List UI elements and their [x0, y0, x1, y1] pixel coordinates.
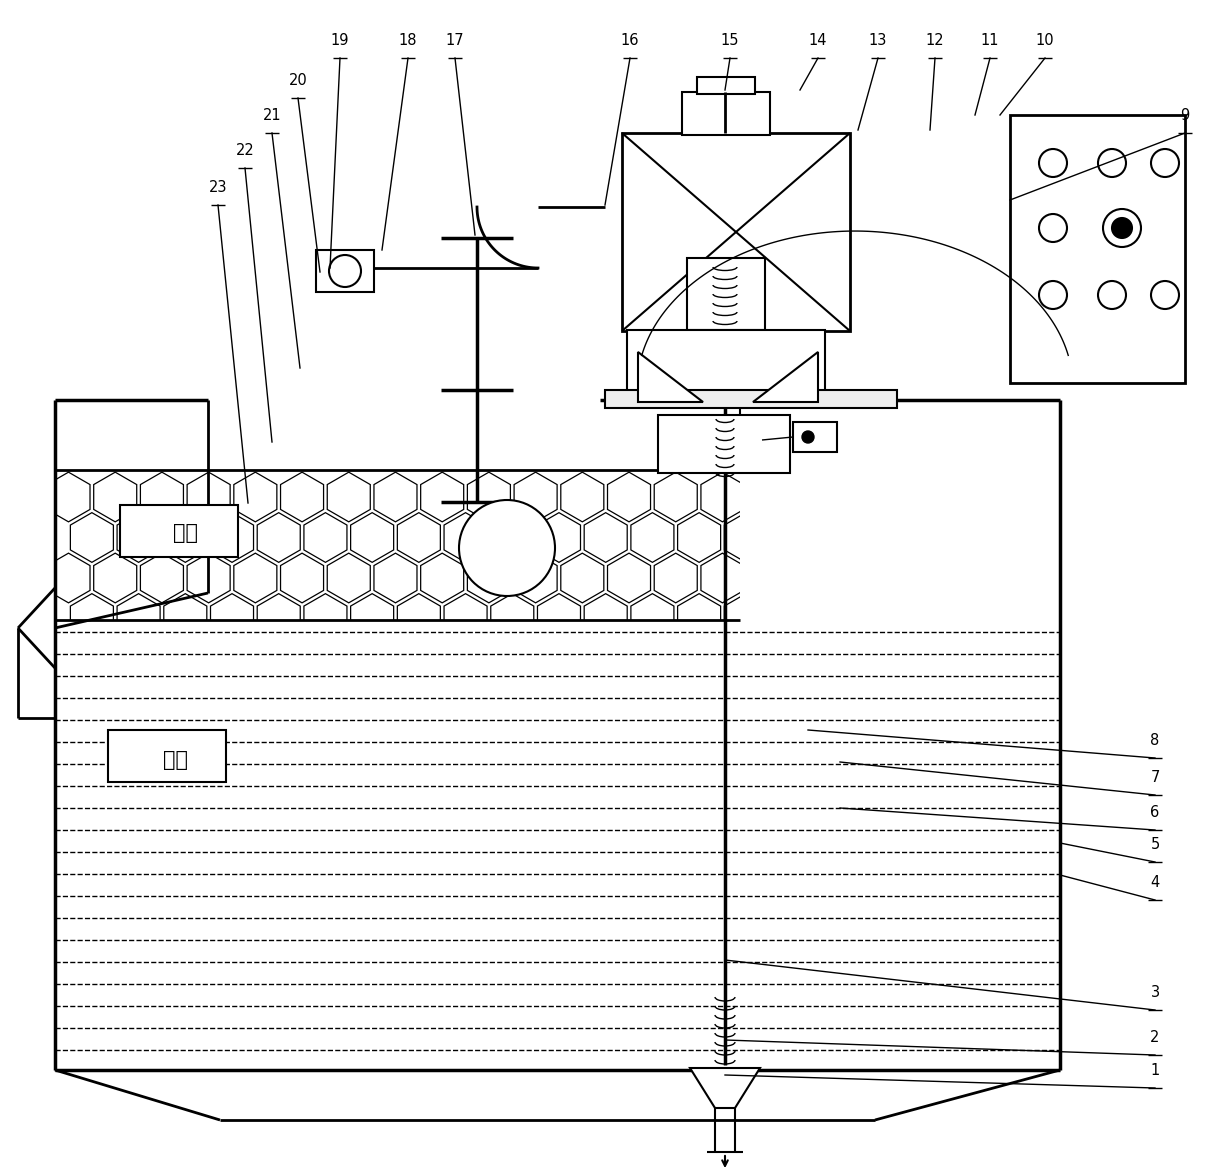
Text: 11: 11 [980, 33, 999, 48]
Text: 16: 16 [621, 33, 639, 48]
Text: 19: 19 [331, 33, 350, 48]
Text: 矿浆: 矿浆 [162, 749, 188, 771]
Text: 14: 14 [809, 33, 827, 48]
Text: 12: 12 [926, 33, 944, 48]
Circle shape [1097, 149, 1125, 177]
Polygon shape [638, 352, 703, 402]
Text: 22: 22 [235, 143, 255, 158]
Circle shape [801, 431, 814, 443]
Bar [658, 415, 790, 473]
Text: 7: 7 [1150, 771, 1160, 785]
Polygon shape [753, 352, 818, 402]
Bar [108, 730, 227, 782]
Text: 23: 23 [208, 180, 228, 196]
Polygon shape [691, 1068, 760, 1108]
Circle shape [1151, 149, 1179, 177]
Bar [793, 422, 837, 452]
Text: 17: 17 [446, 33, 464, 48]
Bar [697, 77, 755, 94]
Circle shape [1097, 281, 1125, 309]
Circle shape [1039, 149, 1067, 177]
Text: 泡沫: 泡沫 [173, 523, 197, 543]
Circle shape [1108, 214, 1136, 242]
Text: 15: 15 [721, 33, 739, 48]
Text: 6: 6 [1150, 804, 1160, 820]
Circle shape [1104, 208, 1141, 247]
Text: 13: 13 [868, 33, 887, 48]
Bar [682, 93, 770, 135]
Circle shape [1039, 214, 1067, 242]
Bar [315, 249, 374, 292]
Bar [1010, 115, 1185, 383]
Circle shape [1039, 281, 1067, 309]
Bar [605, 390, 896, 408]
Text: 21: 21 [263, 108, 281, 123]
Bar [121, 505, 238, 557]
Text: 20: 20 [289, 73, 307, 88]
Circle shape [1151, 281, 1179, 309]
Circle shape [329, 255, 361, 287]
Bar [627, 330, 825, 402]
Bar [622, 133, 850, 331]
Text: 10: 10 [1035, 33, 1055, 48]
Text: 3: 3 [1151, 985, 1160, 1000]
Circle shape [1112, 218, 1132, 238]
Text: 5: 5 [1150, 837, 1160, 852]
Circle shape [459, 500, 555, 596]
Text: 2: 2 [1150, 1030, 1160, 1045]
Text: 8: 8 [1150, 733, 1160, 748]
Text: 9: 9 [1180, 108, 1190, 123]
Text: 1: 1 [1150, 1063, 1160, 1078]
Text: 4: 4 [1150, 875, 1160, 890]
Bar [687, 258, 765, 330]
Text: 18: 18 [398, 33, 418, 48]
